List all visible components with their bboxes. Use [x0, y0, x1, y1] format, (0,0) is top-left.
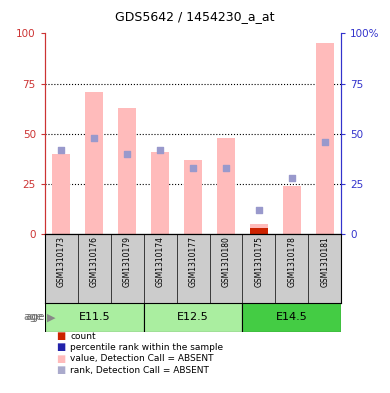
Text: GSM1310181: GSM1310181: [320, 236, 329, 286]
Bar: [217, 138, 235, 234]
Point: [58, 147, 64, 153]
Text: GSM1310179: GSM1310179: [123, 236, 132, 287]
Text: ■: ■: [56, 354, 65, 364]
Text: percentile rank within the sample: percentile rank within the sample: [70, 343, 223, 352]
Text: value, Detection Call = ABSENT: value, Detection Call = ABSENT: [70, 354, 214, 363]
Bar: [118, 108, 136, 234]
Bar: [184, 160, 202, 234]
Point: [289, 174, 295, 181]
Point: [256, 207, 262, 213]
Text: age: age: [23, 312, 43, 322]
Text: E11.5: E11.5: [78, 312, 110, 322]
Bar: [85, 92, 103, 234]
Bar: [250, 224, 268, 234]
Point: [322, 138, 328, 145]
Text: GDS5642 / 1454230_a_at: GDS5642 / 1454230_a_at: [115, 10, 275, 23]
Text: ■: ■: [56, 342, 65, 353]
Text: GSM1310175: GSM1310175: [254, 236, 263, 287]
Bar: [283, 186, 301, 234]
Text: GSM1310173: GSM1310173: [57, 236, 66, 287]
Bar: [243, 303, 341, 332]
Point: [190, 165, 196, 171]
Text: GSM1310180: GSM1310180: [222, 236, 230, 287]
Bar: [250, 228, 268, 234]
Text: GSM1310176: GSM1310176: [90, 236, 99, 287]
Bar: [316, 43, 334, 234]
Text: ■: ■: [56, 331, 65, 341]
Bar: [151, 152, 169, 234]
Bar: [52, 154, 70, 234]
Text: rank, Detection Call = ABSENT: rank, Detection Call = ABSENT: [70, 366, 209, 375]
Text: ■: ■: [56, 365, 65, 375]
Text: GSM1310178: GSM1310178: [287, 236, 296, 287]
Point: [124, 151, 130, 157]
Bar: [144, 303, 243, 332]
Point: [157, 147, 163, 153]
Text: GSM1310177: GSM1310177: [188, 236, 198, 287]
Point: [223, 165, 229, 171]
Point: [91, 134, 98, 141]
Text: ▶: ▶: [47, 312, 55, 322]
Bar: [45, 303, 144, 332]
Text: GSM1310174: GSM1310174: [156, 236, 165, 287]
Text: count: count: [70, 332, 96, 340]
Text: E12.5: E12.5: [177, 312, 209, 322]
Text: age: age: [25, 312, 45, 322]
Text: E14.5: E14.5: [276, 312, 308, 322]
